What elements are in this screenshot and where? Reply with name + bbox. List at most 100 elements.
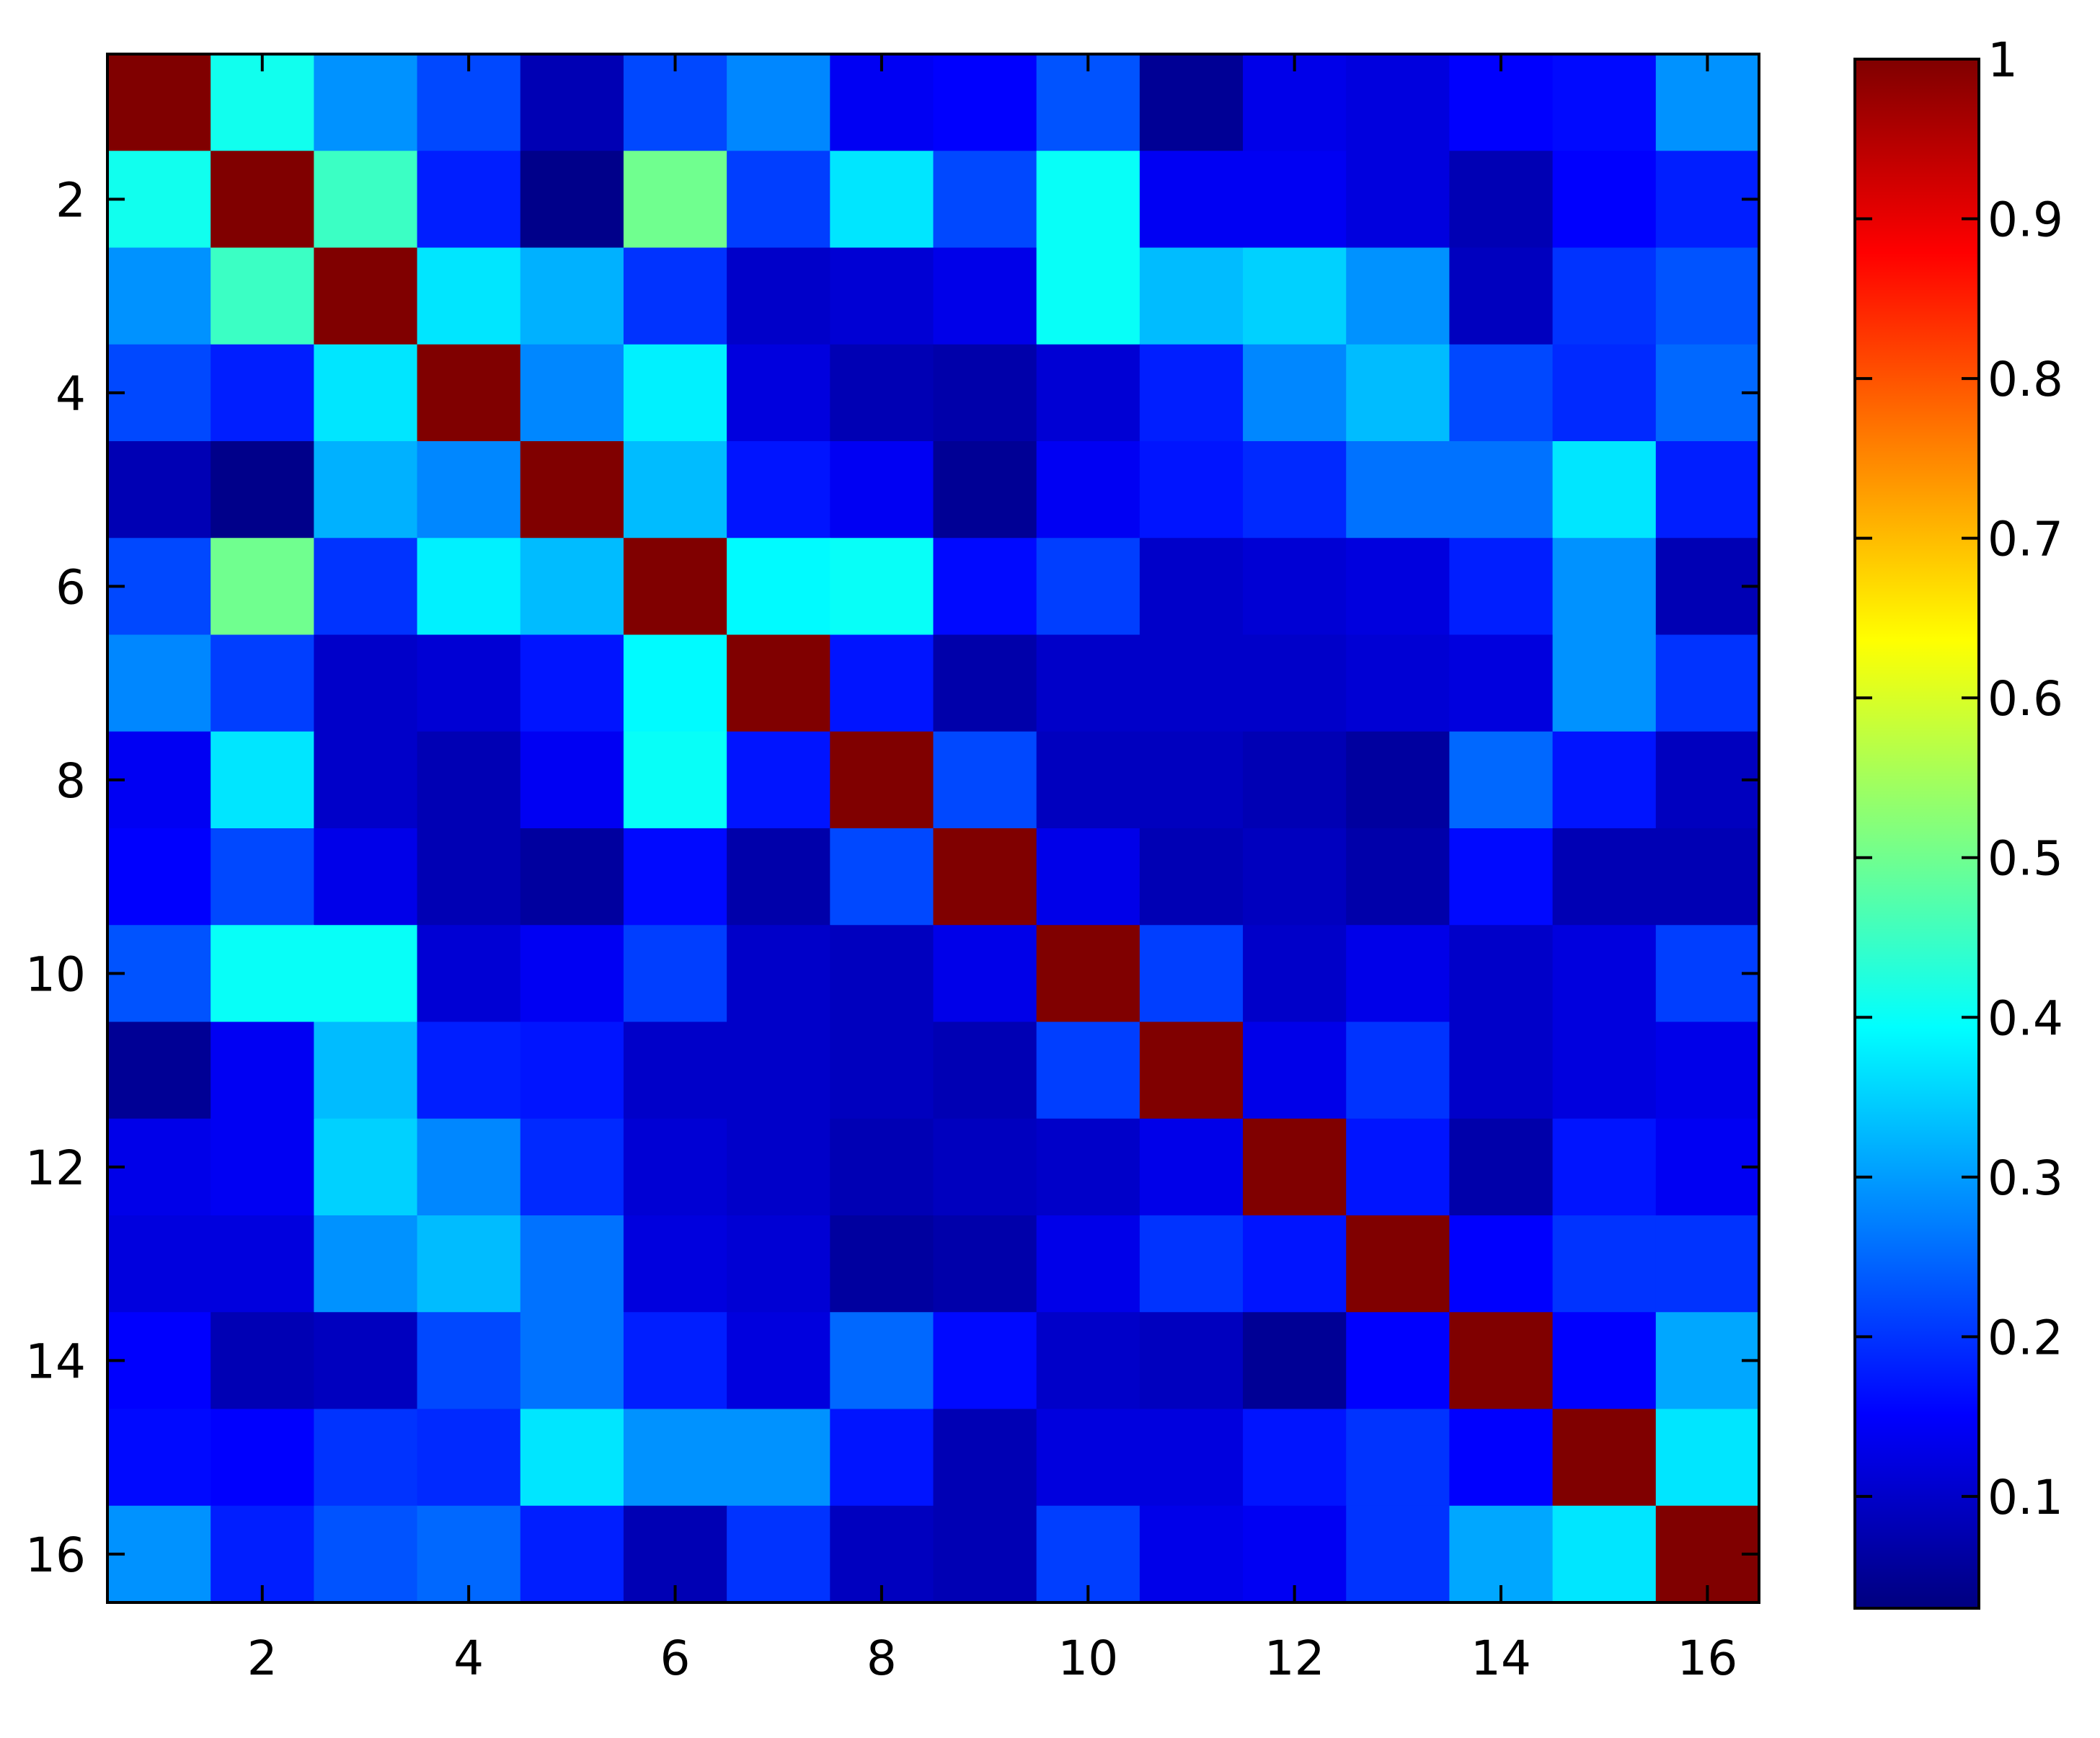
heatmap-cell-r6-c6 [623, 538, 727, 636]
heatmap-cell-r2-c14 [1449, 151, 1554, 249]
heatmap-cell-r12-c4 [417, 1118, 521, 1216]
heatmap-cell-r11-c16 [1655, 1021, 1760, 1119]
colorbar-tick-label: 0.3 [1988, 1150, 2063, 1206]
heatmap-cell-r10-c14 [1449, 925, 1554, 1023]
heatmap-cell-r11-c14 [1449, 1021, 1554, 1119]
heatmap-cell-r14-c12 [1243, 1312, 1347, 1410]
heatmap-cell-r10-c9 [933, 925, 1037, 1023]
heatmap-cell-r12-c9 [933, 1118, 1037, 1216]
heatmap-cell-r9-c5 [520, 828, 624, 926]
heatmap-cell-r5-c11 [1139, 441, 1244, 539]
heatmap-cell-r10-c13 [1346, 925, 1450, 1023]
heatmap-cell-r9-c3 [314, 828, 418, 926]
heatmap-cell-r12-c6 [623, 1118, 727, 1216]
heatmap-cell-r8-c6 [623, 731, 727, 829]
heatmap-cell-r8-c4 [417, 731, 521, 829]
heatmap-cell-r16-c7 [727, 1505, 831, 1603]
heatmap-cell-r6-c2 [211, 538, 315, 636]
heatmap-cell-r10-c3 [314, 925, 418, 1023]
heatmap-cell-r8-c15 [1552, 731, 1657, 829]
heatmap-cell-r15-c6 [623, 1409, 727, 1507]
heatmap-cell-r5-c15 [1552, 441, 1657, 539]
colorbar-tick-label: 0.7 [1988, 512, 2063, 567]
heatmap-cell-r9-c13 [1346, 828, 1450, 926]
heatmap-cell-r13-c10 [1036, 1215, 1140, 1313]
heatmap-cell-r11-c6 [623, 1021, 727, 1119]
colorbar-gradient [1855, 59, 1979, 1608]
heatmap-cell-r15-c5 [520, 1409, 624, 1507]
heatmap-cell-r14-c7 [727, 1312, 831, 1410]
heatmap-cell-r2-c8 [830, 151, 934, 249]
y-tick-label: 4 [56, 366, 86, 422]
heatmap-cell-r4-c8 [830, 344, 934, 442]
heatmap-cell-r2-c12 [1243, 151, 1347, 249]
heatmap-cell-r2-c10 [1036, 151, 1140, 249]
heatmap-cell-r3-c6 [623, 247, 727, 345]
x-tick-label: 8 [867, 1631, 897, 1686]
heatmap-cell-r15-c11 [1139, 1409, 1244, 1507]
heatmap-cell-r4-c4 [417, 344, 521, 442]
heatmap-cell-r14-c9 [933, 1312, 1037, 1410]
heatmap-cell-r12-c11 [1139, 1118, 1244, 1216]
y-tick-label: 16 [25, 1528, 86, 1583]
heatmap-cell-r7-c6 [623, 634, 727, 732]
colorbar: 0.1 0.2 0.3 0.4 0.5 0.6 0.7 0.8 0.9 1 [1853, 32, 2063, 1610]
heatmap-cell-r2-c2 [211, 151, 315, 249]
heatmap-cell-r5-c5 [520, 441, 624, 539]
y-tick-label: 2 [56, 172, 86, 228]
heatmap-cell-r16-c3 [314, 1505, 418, 1603]
heatmap-cell-r16-c9 [933, 1505, 1037, 1603]
heatmap-cell-r6-c8 [830, 538, 934, 636]
colorbar-tick-label: 0.4 [1988, 990, 2063, 1046]
heatmap-cell-r3-c3 [314, 247, 418, 345]
heatmap-cell-r7-c4 [417, 634, 521, 732]
heatmap-cell-r14-c8 [830, 1312, 934, 1410]
heatmap-cell-r4-c9 [933, 344, 1037, 442]
heatmap-cell-r13-c9 [933, 1215, 1037, 1313]
heatmap-cell-r3-c14 [1449, 247, 1554, 345]
heatmap-cell-r10-c2 [211, 925, 315, 1023]
heatmap-cell-r2-c5 [520, 151, 624, 249]
heatmap-cell-r9-c2 [211, 828, 315, 926]
heatmap-cell-r1-c3 [314, 54, 418, 152]
heatmap-cell-r9-c15 [1552, 828, 1657, 926]
heatmap-cell-r11-c10 [1036, 1021, 1140, 1119]
heatmap-cell-r8-c13 [1346, 731, 1450, 829]
heatmap-cell-r4-c11 [1139, 344, 1244, 442]
heatmap-cell-r7-c13 [1346, 634, 1450, 732]
heatmap-cell-r11-c5 [520, 1021, 624, 1119]
heatmap-cell-r3-c13 [1346, 247, 1450, 345]
heatmap-cell-r9-c16 [1655, 828, 1760, 926]
heatmap-cell-r2-c9 [933, 151, 1037, 249]
heatmap-cell-r14-c3 [314, 1312, 418, 1410]
heatmap-cell-r14-c11 [1139, 1312, 1244, 1410]
heatmap-cell-r13-c6 [623, 1215, 727, 1313]
colorbar-tick-label: 0.2 [1988, 1310, 2063, 1365]
heatmap-cell-r4-c5 [520, 344, 624, 442]
heatmap-cell-r14-c15 [1552, 1312, 1657, 1410]
heatmap-cell-r5-c8 [830, 441, 934, 539]
heatmap-cell-r12-c14 [1449, 1118, 1554, 1216]
heatmap-cell-r1-c15 [1552, 54, 1657, 152]
heatmap-cell-r4-c3 [314, 344, 418, 442]
heatmap-cell-r3-c15 [1552, 247, 1657, 345]
heatmap-cell-r5-c1 [107, 441, 211, 539]
heatmap-cell-r5-c9 [933, 441, 1037, 539]
heatmap-cell-r6-c9 [933, 538, 1037, 636]
heatmap-cell-r12-c12 [1243, 1118, 1347, 1216]
heatmap-cell-r15-c3 [314, 1409, 418, 1507]
heatmap-cell-r5-c12 [1243, 441, 1347, 539]
heatmap-cell-r13-c1 [107, 1215, 211, 1313]
heatmap-cell-r9-c6 [623, 828, 727, 926]
heatmap-cell-r3-c1 [107, 247, 211, 345]
heatmap-cell-r12-c5 [520, 1118, 624, 1216]
heatmap-cell-r9-c1 [107, 828, 211, 926]
heatmap-cell-r14-c13 [1346, 1312, 1450, 1410]
heatmap-cell-r6-c12 [1243, 538, 1347, 636]
x-tick-label: 14 [1471, 1631, 1531, 1686]
y-tick-label: 8 [56, 753, 86, 809]
heatmap-cell-r13-c14 [1449, 1215, 1554, 1313]
heatmap-cell-r6-c15 [1552, 538, 1657, 636]
heatmap-cell-r2-c13 [1346, 151, 1450, 249]
y-tick-label: 14 [25, 1334, 86, 1389]
